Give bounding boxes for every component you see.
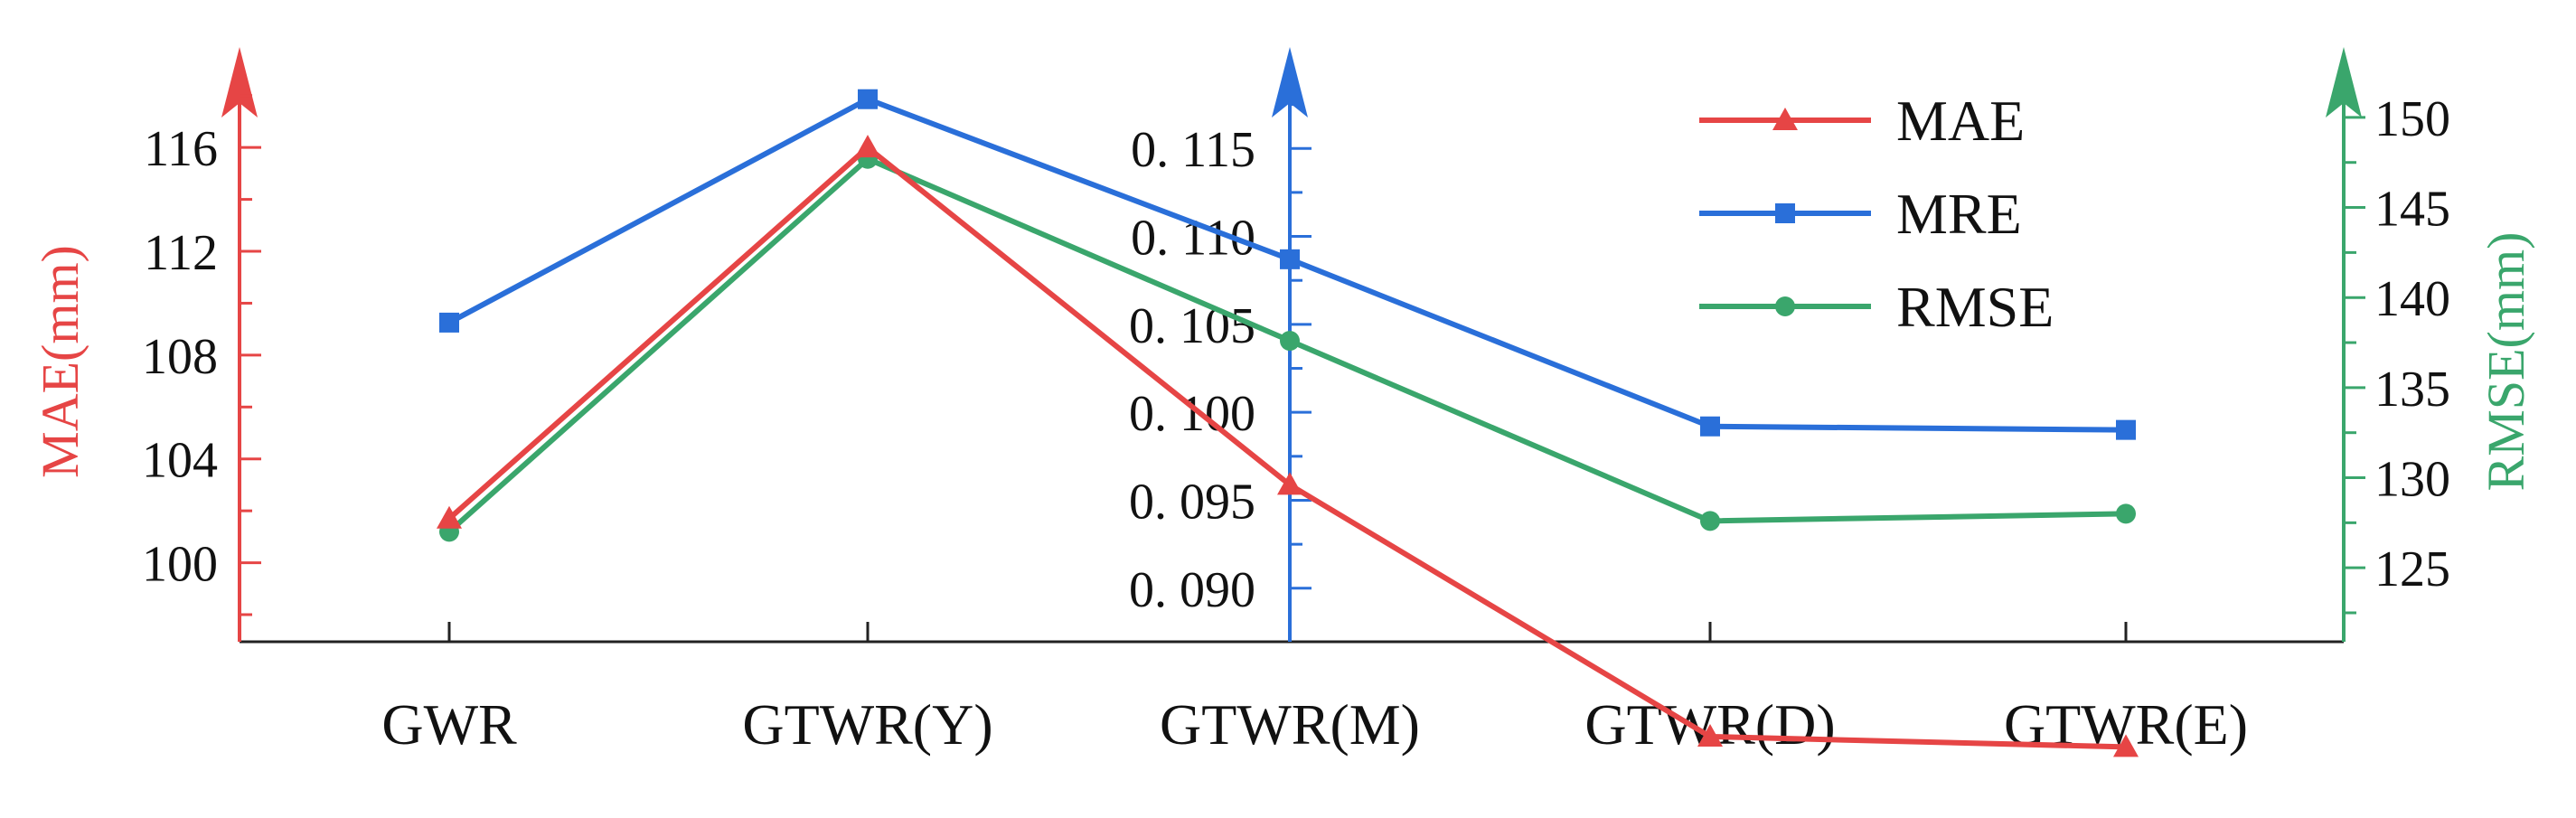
left-tick-label: 108 [142, 329, 218, 385]
x-tick-label: GWR [381, 692, 517, 757]
left-tick-label: 104 [142, 433, 218, 489]
right-tick-label: 130 [2374, 452, 2450, 508]
right-tick-label: 145 [2374, 182, 2450, 238]
x-tick-label: GTWR(M) [1160, 692, 1420, 757]
legend-label-rmse: RMSE [1896, 275, 2054, 339]
mre-point [439, 312, 459, 333]
left-axis-label: MAE(mm) [31, 245, 89, 478]
mae-point [1697, 723, 1723, 747]
mae-series-line [447, 145, 2127, 750]
mre-point [858, 89, 878, 109]
mre-point [1700, 416, 1720, 437]
right-axis-label: RMSE(mm) [2477, 232, 2535, 492]
middle-tick-label: 0. 115 [1131, 122, 1255, 178]
rmse-point [2116, 503, 2136, 524]
left-axis-arrow [221, 47, 258, 118]
mae-point [437, 505, 462, 529]
middle-tick-label: 0. 105 [1129, 298, 1255, 354]
x-tick-label: GTWR(Y) [742, 692, 992, 757]
right-tick-label: 135 [2374, 362, 2450, 418]
mre-point [1280, 249, 1300, 269]
middle-tick-label: 0. 090 [1129, 562, 1255, 618]
mre-point [2116, 419, 2136, 440]
middle-tick-label: 0. 095 [1129, 474, 1255, 530]
left-tick-label: 100 [142, 537, 218, 593]
legend-label-mae: MAE [1896, 89, 2025, 153]
rmse-point [1280, 331, 1300, 352]
right-axis-arrow [2326, 47, 2362, 118]
right-tick-label: 125 [2374, 541, 2450, 597]
mae-point [2113, 734, 2139, 757]
right-tick-label: 150 [2374, 91, 2450, 147]
legend-marker-rmse [1775, 296, 1795, 316]
mae-point [855, 135, 880, 158]
legend-label-mre: MRE [1896, 182, 2022, 246]
legend-marker-mae [1772, 108, 1798, 130]
legend-marker-mre [1775, 203, 1795, 223]
mae-point [1277, 472, 1302, 495]
middle-tick-label: 0. 100 [1129, 386, 1255, 442]
rmse-point [1700, 511, 1720, 531]
middle-axis-arrow [1272, 47, 1308, 118]
left-tick-label: 116 [144, 121, 218, 177]
right-tick-label: 140 [2374, 271, 2450, 327]
left-tick-label: 112 [144, 225, 218, 281]
